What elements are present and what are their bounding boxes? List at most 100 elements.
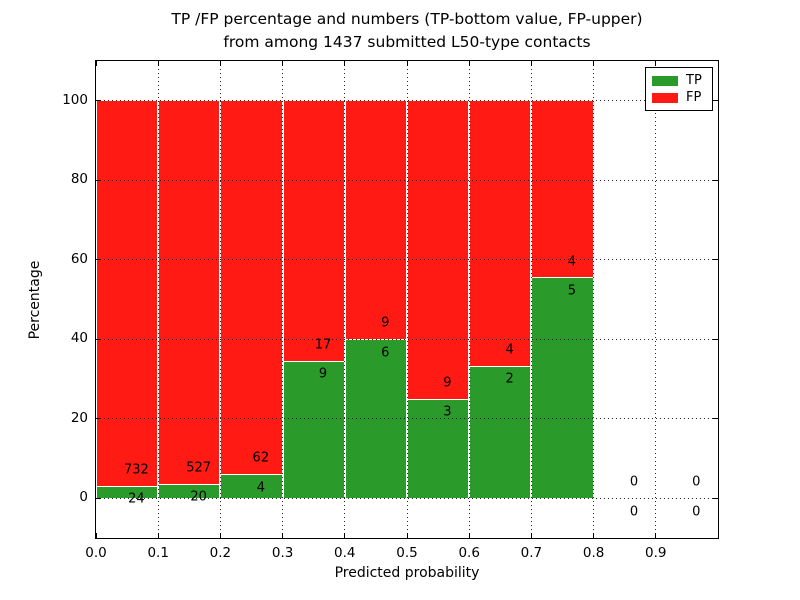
x-tick-mark-top [468, 61, 470, 66]
x-tick-mark-top [157, 61, 159, 66]
x-tick-mark-top [530, 61, 532, 66]
x-gridline [219, 61, 221, 538]
chart-title: TP /FP percentage and numbers (TP-bottom… [96, 8, 718, 54]
tp-count-label: 0 [692, 504, 701, 520]
x-tick-mark [655, 533, 657, 538]
tp-count-label: 2 [505, 371, 514, 387]
y-tick-label: 40 [70, 330, 88, 347]
y-tick-label: 100 [62, 91, 88, 108]
x-tick-mark [468, 533, 470, 538]
y-gridline [96, 418, 718, 420]
legend: TP FP [645, 67, 713, 111]
x-gridline [655, 61, 657, 538]
x-gridline [468, 61, 470, 538]
chart-title-line2: from among 1437 submitted L50-type conta… [223, 33, 591, 51]
tp-bar-segment [469, 365, 532, 499]
legend-row-tp: TP [652, 74, 706, 87]
fp-count-label: 0 [692, 474, 701, 490]
tp-bar-segment [158, 483, 221, 499]
x-tick-label: 0.5 [396, 545, 418, 561]
tp-bar-segment [282, 360, 345, 499]
x-tick-mark-top [219, 61, 221, 66]
tp-count-label: 9 [318, 366, 328, 382]
y-tick-label: 20 [70, 409, 88, 426]
fp-bar-segment [344, 100, 407, 340]
x-tick-mark [344, 533, 346, 538]
fp-count-label: 732 [124, 462, 149, 478]
x-tick-label: 0.1 [147, 545, 169, 561]
fp-count-label: 17 [314, 337, 332, 353]
y-tick-mark-right [713, 418, 718, 420]
x-tick-mark-top [406, 61, 408, 66]
tp-bar-segment [96, 485, 159, 499]
x-tick-mark [593, 533, 595, 538]
x-tick-mark-top [593, 61, 595, 66]
x-gridline [157, 61, 159, 538]
fp-bar-segment [407, 100, 470, 399]
fp-count-label: 9 [443, 375, 452, 391]
x-tick-mark-top [95, 61, 97, 66]
tp-count-label: 3 [443, 404, 452, 420]
fp-bar-segment [531, 100, 594, 278]
y-axis-label: Percentage [27, 260, 43, 340]
tp-count-label: 24 [128, 491, 145, 507]
x-tick-mark-top [344, 61, 346, 66]
y-tick-mark-right [713, 497, 718, 499]
x-tick-label: 0.0 [85, 545, 107, 561]
y-gridline [96, 497, 718, 499]
fp-bar-segment [96, 100, 159, 486]
fp-bar-segment [282, 100, 345, 361]
x-tick-mark-top [655, 61, 657, 66]
tp-legend-swatch [652, 75, 678, 86]
y-tick-mark-right [713, 100, 718, 102]
x-tick-label: 0.9 [645, 545, 667, 561]
fp-count-label: 0 [629, 474, 639, 490]
tp-bar-segment [220, 474, 283, 499]
x-gridline [530, 61, 532, 538]
y-tick-label: 80 [70, 171, 88, 188]
legend-row-fp: FP [652, 91, 706, 104]
x-tick-label: 0.4 [334, 545, 356, 561]
x-tick-mark [219, 533, 221, 538]
x-tick-label: 0.3 [271, 545, 294, 561]
x-axis-label: Predicted probability [334, 565, 480, 581]
y-tick-label: 0 [79, 489, 88, 506]
tp-count-label: 20 [190, 489, 207, 505]
x-gridline [344, 61, 346, 538]
x-tick-label: 0.8 [582, 545, 605, 561]
x-tick-label: 0.7 [520, 545, 543, 561]
x-gridline [593, 61, 595, 538]
x-tick-mark [157, 533, 159, 538]
y-tick-mark [96, 179, 101, 181]
fp-count-label: 4 [505, 342, 514, 358]
x-tick-mark-top [282, 61, 284, 66]
fp-count-label: 527 [186, 460, 212, 476]
x-tick-mark [282, 533, 284, 538]
y-tick-mark-right [713, 259, 718, 261]
chart-title-line1: TP /FP percentage and numbers (TP-bottom… [171, 10, 643, 28]
fp-bar-segment [469, 100, 532, 366]
y-tick-mark [96, 418, 101, 420]
x-tick-mark [530, 533, 532, 538]
tp-count-label: 4 [256, 480, 265, 496]
fp-bar-segment [158, 100, 221, 484]
tp-bar-segment [407, 398, 470, 499]
y-tick-mark-right [713, 338, 718, 340]
tp-legend-label: TP [686, 73, 702, 88]
y-tick-mark-right [713, 179, 718, 181]
y-gridline [96, 338, 718, 340]
fp-count-label: 4 [567, 254, 576, 270]
x-tick-label: 0.2 [209, 545, 232, 561]
x-tick-mark [95, 533, 97, 538]
fp-count-label: 62 [252, 450, 270, 466]
fp-count-label: 9 [381, 315, 390, 331]
tp-count-label: 0 [629, 504, 639, 520]
x-gridline [406, 61, 408, 538]
x-tick-label: 0.6 [458, 545, 480, 561]
y-tick-mark [96, 259, 101, 261]
x-gridline [282, 61, 284, 538]
fp-bar-segment [220, 100, 283, 475]
y-tick-mark [96, 100, 101, 102]
x-tick-mark [406, 533, 408, 538]
